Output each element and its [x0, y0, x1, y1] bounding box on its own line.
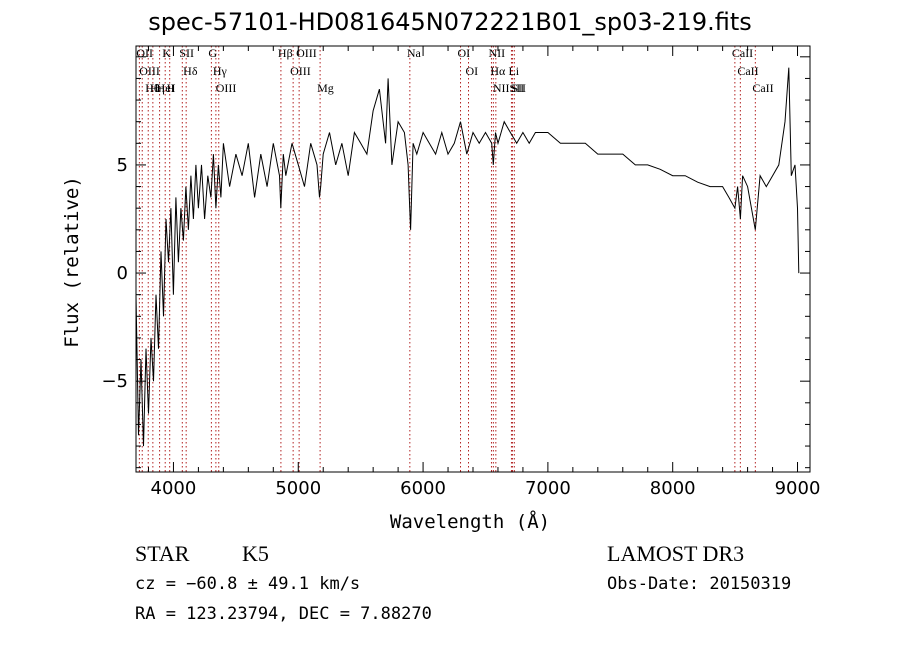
line-marker-label: SII — [179, 46, 194, 60]
line-marker-label: G — [208, 46, 217, 60]
line-marker-label: NII — [488, 46, 505, 60]
x-tick-label: 5000 — [275, 478, 321, 499]
line-marker-labels: OIIOIIIHθHηHeIKHSIIHδGHγOIIIHβOIIIOIIIMg… — [136, 46, 773, 95]
line-marker-label: OIII — [290, 64, 311, 78]
line-marker-label: CaII — [752, 81, 773, 95]
y-tick-label: 0 — [117, 263, 128, 284]
line-marker-label: OIII — [139, 64, 160, 78]
line-marker-label: HeI — [157, 81, 175, 95]
redshift-velocity: cz = −60.8 ± 49.1 km/s — [135, 574, 361, 594]
observation-date: Obs-Date: 20150319 — [607, 574, 792, 594]
x-tick-label: 9000 — [775, 478, 821, 499]
y-tick-label: 5 — [117, 155, 128, 176]
line-marker-label: CaII — [737, 64, 758, 78]
ra-dec-coordinates: RA = 123.23794, DEC = 7.88270 — [135, 604, 432, 624]
line-marker-label: Na — [407, 46, 422, 60]
x-tick-label: 6000 — [400, 478, 446, 499]
x-tick-label: 4000 — [151, 478, 197, 499]
chart-title: spec-57101-HD081645N072221B01_sp03-219.f… — [148, 8, 752, 36]
x-axis-ticks: 4000 5000 6000 7000 8000 9000 — [147, 46, 821, 499]
line-marker-label: NII — [493, 81, 510, 95]
object-subclass: K5 — [242, 541, 269, 566]
line-marker-label: SII — [509, 81, 524, 95]
spectrum-line — [135, 67, 800, 447]
line-marker-label: H — [167, 81, 176, 95]
line-marker-label: Hβ — [278, 46, 293, 60]
line-marker-label: OIII — [296, 46, 317, 60]
line-marker-label: Li — [508, 64, 519, 78]
line-marker-label: OI — [458, 46, 471, 60]
line-marker-label: K — [162, 46, 171, 60]
line-marker-label: OII — [136, 46, 153, 60]
line-marker-label: Mg — [317, 81, 334, 95]
object-class: STAR — [135, 541, 190, 566]
x-tick-label: 7000 — [525, 478, 571, 499]
line-marker-label: Hγ — [213, 64, 228, 78]
y-axis-ticks: −5 0 5 — [101, 56, 810, 469]
line-markers — [138, 46, 756, 472]
line-marker-label: SII — [511, 81, 526, 95]
survey-name: LAMOST DR3 — [607, 541, 745, 566]
y-axis-label: Flux (relative) — [61, 176, 83, 348]
line-marker-label: Hδ — [183, 64, 198, 78]
plot-frame — [135, 45, 811, 473]
y-tick-label: −5 — [101, 371, 128, 392]
line-marker-label: CaII — [732, 46, 753, 60]
x-axis-label: Wavelength (Å) — [389, 511, 551, 533]
line-marker-label: OIII — [216, 81, 237, 95]
line-marker-label: Hα — [490, 64, 506, 78]
line-marker-label: Hθ — [145, 81, 160, 95]
x-tick-label: 8000 — [650, 478, 696, 499]
line-marker-label: Hη — [150, 81, 165, 95]
line-marker-label: OI — [466, 64, 479, 78]
